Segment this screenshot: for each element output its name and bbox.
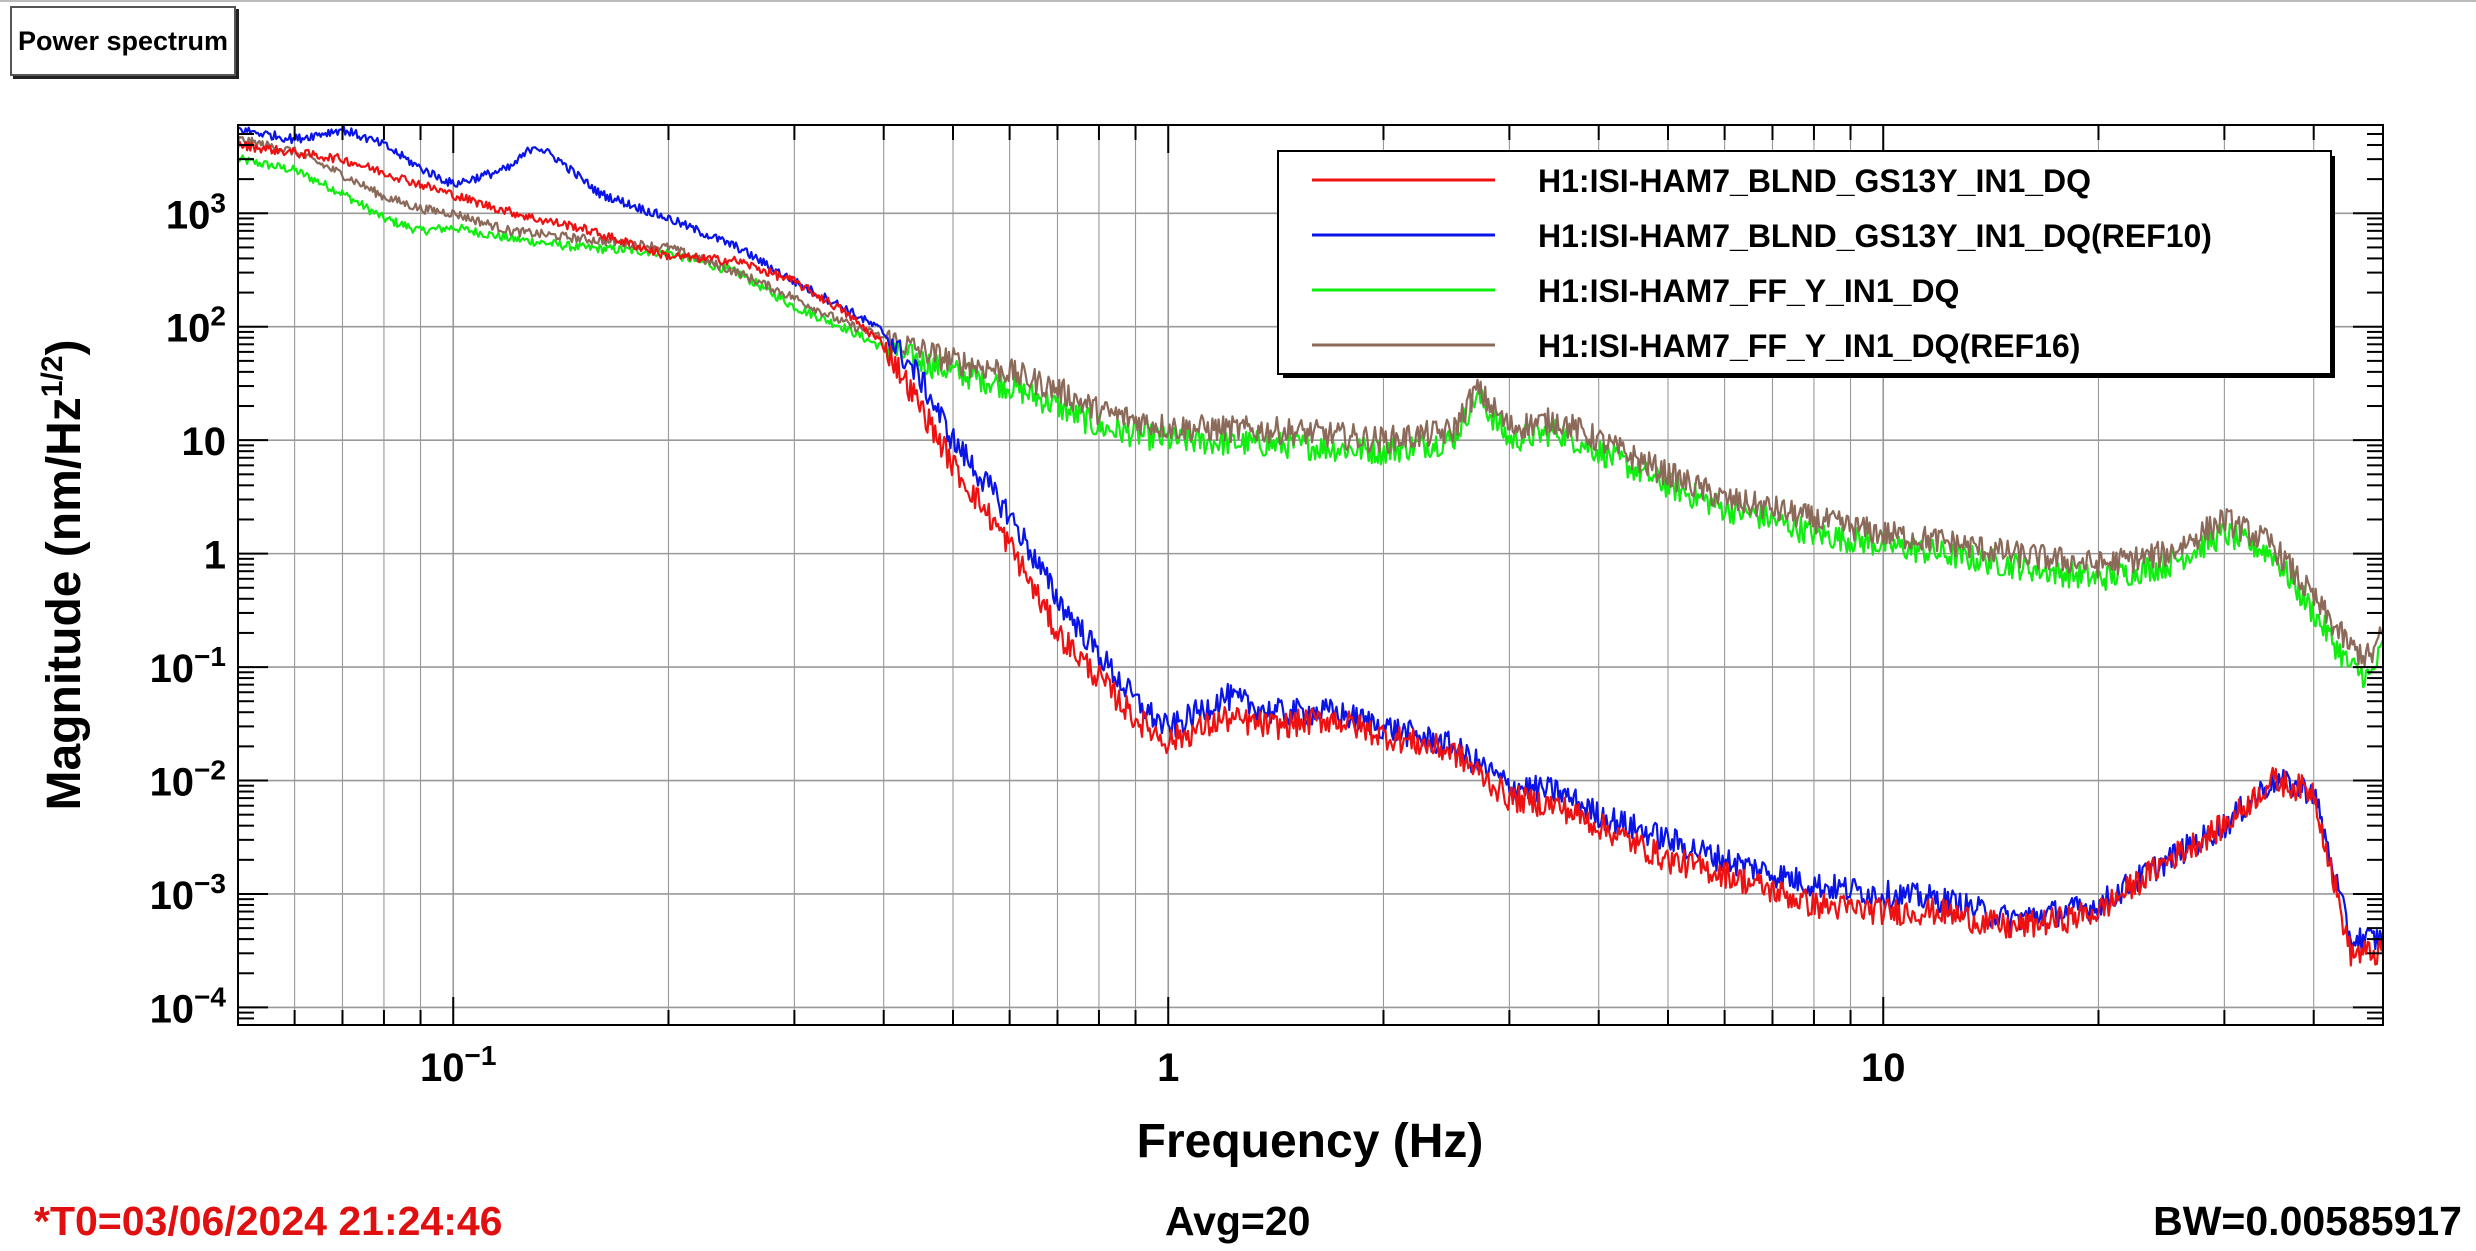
- y-tick-label: 10−4: [150, 981, 227, 1031]
- y-tick-label: 10: [182, 420, 227, 464]
- x-axis-title: Frequency (Hz): [1137, 1115, 1484, 1168]
- y-axis-title: Magnitude (nm/Hz1/2): [36, 340, 91, 811]
- legend-label-2: H1:ISI-HAM7_FF_Y_IN1_DQ: [1538, 273, 1959, 309]
- y-tick-label: 103: [166, 187, 226, 237]
- power-spectrum-button[interactable]: Power spectrum: [10, 6, 236, 76]
- x-tick-label: 1: [1157, 1046, 1179, 1090]
- y-tick-label: 10−1: [150, 641, 226, 691]
- y-tick-label: 102: [166, 301, 226, 351]
- t0-timestamp: *T0=03/06/2024 21:24:46: [34, 1198, 503, 1244]
- series-line-3: [236, 135, 2384, 667]
- top-border: [0, 0, 2476, 2]
- averages-count: Avg=20: [1165, 1198, 1311, 1244]
- bandwidth-value: BW=0.00585917: [2153, 1198, 2462, 1244]
- legend-shadow-bottom: [1283, 374, 2334, 378]
- x-tick-label: 10−1: [420, 1040, 496, 1090]
- y-axis-title-close: ): [38, 340, 91, 356]
- legend-label-3: H1:ISI-HAM7_FF_Y_IN1_DQ(REF16): [1538, 328, 2080, 364]
- legend-label-1: H1:ISI-HAM7_BLND_GS13Y_IN1_DQ(REF10): [1538, 218, 2212, 254]
- y-axis-title-main: Magnitude (nm/Hz: [38, 397, 91, 810]
- y-axis-title-sup: 1/2: [36, 355, 69, 397]
- y-tick-label: 10−2: [150, 755, 226, 805]
- series-line-0: [236, 140, 2384, 967]
- legend-shadow-right: [2331, 156, 2335, 378]
- y-tick-label: 10−3: [150, 868, 226, 918]
- plot-frame: [237, 124, 2384, 1026]
- axis-ticks: [237, 124, 2384, 1026]
- x-tick-label: 10: [1861, 1046, 1906, 1090]
- y-tick-label: 1: [204, 534, 226, 578]
- legend-label-0: H1:ISI-HAM7_BLND_GS13Y_IN1_DQ: [1538, 163, 2091, 199]
- x-tick-labels: 10−1 1 10: [420, 1040, 1905, 1090]
- series-layer: [236, 125, 2385, 967]
- legend: H1:ISI-HAM7_BLND_GS13Y_IN1_DQ H1:ISI-HAM7…: [1277, 150, 2335, 378]
